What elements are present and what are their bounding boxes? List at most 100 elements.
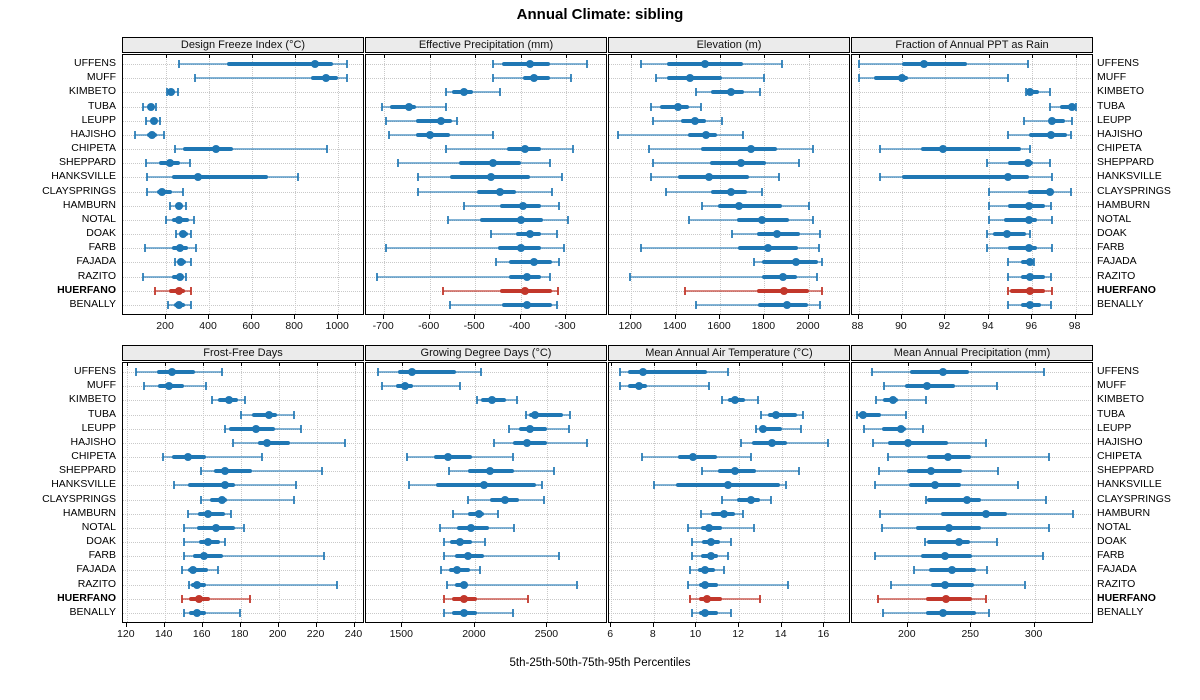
whisker-cap <box>912 566 915 575</box>
whisker-cap <box>556 286 559 295</box>
whisker-cap <box>182 187 185 196</box>
whisker-cap <box>700 467 703 476</box>
median-dot <box>791 258 800 267</box>
axis-tick <box>1074 315 1076 319</box>
whisker-cap <box>691 552 694 561</box>
median-dot <box>204 509 213 518</box>
whisker-cap <box>182 609 185 617</box>
horizontal-gridline <box>123 120 363 122</box>
median-dot <box>897 74 906 83</box>
whisker-cap <box>585 60 588 68</box>
horizontal-gridline <box>852 106 1092 108</box>
median-dot <box>1045 187 1054 196</box>
median-dot <box>922 382 931 391</box>
axis-tick-label: 240 <box>344 628 363 640</box>
whisker-line <box>174 148 328 151</box>
iqr-bar <box>433 455 472 460</box>
vertical-gridline <box>384 55 386 314</box>
whisker-cap <box>567 424 570 433</box>
panel-header: Elevation (m) <box>608 37 850 53</box>
station-label: FAJADA <box>1097 563 1137 576</box>
whisker-cap <box>877 467 880 476</box>
median-dot <box>746 495 755 504</box>
whisker-line <box>684 289 823 292</box>
iqr-bar <box>252 412 277 417</box>
iqr-bar <box>930 582 974 587</box>
station-label: SHEPPARD <box>59 464 116 477</box>
whisker-cap <box>145 173 148 182</box>
whisker-cap <box>182 523 185 532</box>
whisker-cap <box>874 552 877 561</box>
axis-tick-top <box>720 55 722 58</box>
median-dot <box>962 495 971 504</box>
median-dot <box>525 230 534 239</box>
station-label: CLAYSPRINGS <box>1097 492 1171 505</box>
axis-tick-label: -500 <box>463 320 485 332</box>
iqr-bar <box>193 554 223 559</box>
horizontal-gridline <box>123 92 363 94</box>
station-label: UFFENS <box>1097 365 1139 377</box>
median-dot <box>727 88 736 97</box>
whisker-cap <box>567 215 570 224</box>
whisker-cap <box>447 467 450 476</box>
axis-tick <box>900 315 902 319</box>
vertical-gridline <box>295 55 297 314</box>
whisker-cap <box>417 187 420 196</box>
whisker-cap <box>549 272 552 281</box>
station-label: UFFENS <box>74 365 116 377</box>
median-dot <box>486 467 495 476</box>
whisker-cap <box>727 368 730 376</box>
median-dot <box>707 538 716 547</box>
whisker-cap <box>417 173 420 182</box>
axis-tick-top <box>316 363 318 366</box>
whisker-cap <box>466 495 469 504</box>
axis-tick <box>125 623 127 627</box>
whisker-cap <box>443 552 446 561</box>
whisker-cap <box>494 258 497 267</box>
whisker-cap <box>985 159 988 168</box>
axis-tick-label: 600 <box>242 320 260 332</box>
iqr-bar <box>479 217 544 222</box>
station-label: FARB <box>88 549 116 562</box>
horizontal-gridline <box>123 290 363 292</box>
vertical-gridline <box>240 363 242 622</box>
horizontal-gridline <box>366 78 606 80</box>
median-dot <box>1024 244 1033 253</box>
station-label: MUFF <box>1097 71 1127 84</box>
median-dot <box>1024 215 1033 224</box>
whisker-cap <box>652 159 655 168</box>
median-dot <box>310 60 319 68</box>
median-dot <box>530 74 539 83</box>
station-label: CHIPETA <box>1097 142 1142 155</box>
axis-tick-label: 200 <box>156 320 174 332</box>
whisker-cap <box>1029 145 1032 154</box>
median-dot <box>521 145 530 154</box>
plot-area <box>122 54 364 315</box>
median-dot <box>437 116 446 125</box>
station-label: HAMBURN <box>1097 506 1151 519</box>
median-dot <box>763 244 772 253</box>
plot-area <box>122 362 364 623</box>
vertical-gridline <box>202 363 204 622</box>
whisker-cap <box>524 410 527 419</box>
axis-tick <box>652 623 654 627</box>
median-dot <box>704 173 713 182</box>
station-label: FAJADA <box>76 563 116 576</box>
whisker-line <box>926 498 1047 501</box>
whisker-cap <box>143 244 146 253</box>
whisker-cap <box>515 396 518 405</box>
horizontal-gridline <box>366 442 606 444</box>
whisker-cap <box>878 509 881 518</box>
whisker-cap <box>167 301 170 309</box>
station-label: HAJISHO <box>70 127 116 140</box>
vertical-gridline <box>402 363 404 622</box>
median-dot <box>1068 102 1077 111</box>
axis-tick-top <box>354 363 356 366</box>
axis-tick <box>473 623 475 627</box>
whisker-cap <box>877 594 879 603</box>
whisker-line <box>174 484 296 487</box>
whisker-cap <box>492 74 495 83</box>
axis-tick <box>546 623 548 627</box>
whisker-cap <box>216 566 219 575</box>
horizontal-gridline <box>123 106 363 108</box>
